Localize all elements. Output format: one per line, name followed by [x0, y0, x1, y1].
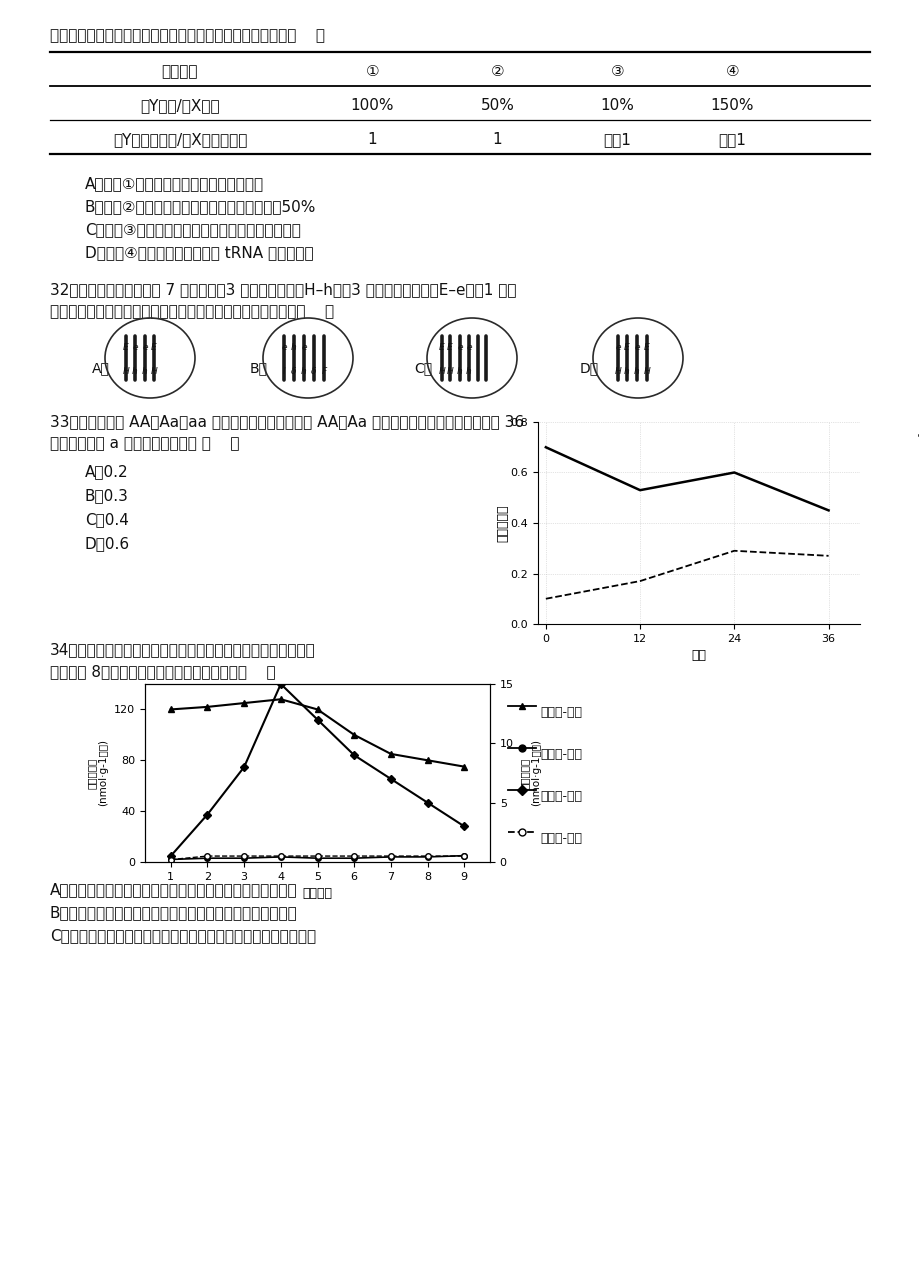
Text: A．0.2: A．0.2 — [85, 464, 129, 479]
AA — [728, 543, 739, 558]
Text: A．状况①一定是因为氨基酸序列没有变化: A．状况①一定是因为氨基酸序列没有变化 — [85, 176, 264, 191]
Text: B．0.3: B．0.3 — [85, 488, 129, 503]
Text: 酶Y活性/酶X活性: 酶Y活性/酶X活性 — [140, 98, 220, 113]
Text: E: E — [623, 344, 630, 353]
Text: H: H — [643, 367, 650, 377]
Text: h: h — [301, 367, 307, 377]
Text: B．: B． — [250, 361, 267, 375]
Text: 脱落酸-干旱: 脱落酸-干旱 — [539, 707, 582, 720]
Text: ③: ③ — [610, 65, 624, 79]
Text: H: H — [614, 367, 620, 377]
Text: F: F — [321, 367, 326, 377]
Text: δ: δ — [311, 367, 316, 377]
Text: e: e — [301, 344, 306, 353]
Text: 脱落酸-对照: 脱落酸-对照 — [539, 749, 582, 762]
Text: e: e — [633, 344, 639, 353]
Text: ④: ④ — [725, 65, 739, 79]
X-axis label: 月数: 月数 — [691, 650, 706, 662]
AA — [823, 548, 834, 563]
Text: h: h — [457, 367, 462, 377]
Text: 32．假设一对夫妇生育的 7 个儿子中，3 个患有血友病（H–h），3 个患有红绿色盲（E–e），1 个正: 32．假设一对夫妇生育的 7 个儿子中，3 个患有血友病（H–h），3 个患有红… — [50, 282, 516, 297]
Text: 150%: 150% — [710, 98, 754, 113]
Text: h: h — [290, 344, 297, 353]
Line: Aa: Aa — [545, 447, 828, 511]
Text: 34．某小组研究干旱对玉米叶片内生长素和脱落酸浓度的影响，: 34．某小组研究干旱对玉米叶片内生长素和脱落酸浓度的影响， — [50, 642, 315, 657]
Text: e: e — [281, 344, 287, 353]
Text: e: e — [132, 344, 138, 353]
Text: e: e — [142, 344, 148, 353]
Text: δ: δ — [291, 367, 297, 377]
Text: D．: D． — [579, 361, 598, 375]
Aa — [634, 483, 645, 498]
Text: H: H — [446, 367, 453, 377]
Text: A．干旱对玉米叶片中的脱落酸影响远远大于对生长素的影响: A．干旱对玉米叶片中的脱落酸影响远远大于对生长素的影响 — [50, 882, 298, 897]
Text: E: E — [438, 344, 445, 353]
Text: h: h — [623, 367, 630, 377]
Text: 100%: 100% — [350, 98, 394, 113]
Text: H: H — [438, 367, 445, 377]
Text: E: E — [123, 344, 129, 353]
Text: 生长素-干旱: 生长素-干旱 — [539, 790, 582, 804]
Text: 1: 1 — [368, 132, 377, 148]
Text: 个月时，基因 a 在种群中的频率为 （    ）: 个月时，基因 a 在种群中的频率为 （ ） — [50, 436, 239, 451]
AA — [634, 573, 645, 589]
X-axis label: 采样天数: 采样天数 — [302, 887, 332, 901]
Y-axis label: 基因型频率: 基因型频率 — [495, 505, 508, 541]
AA — [539, 591, 550, 606]
Text: E: E — [151, 344, 157, 353]
Y-axis label: 生长素浓度
(nmol·g-1鲜重): 生长素浓度 (nmol·g-1鲜重) — [518, 739, 540, 806]
Text: E: E — [643, 344, 649, 353]
Aa — [823, 503, 834, 519]
Text: 比较指标: 比较指标 — [162, 65, 198, 79]
Y-axis label: 脱落酸浓度
(nmol·g-1鲜重): 脱落酸浓度 (nmol·g-1鲜重) — [87, 739, 108, 806]
Text: 数据见图 8，据图分析可以得出的初步结论是（    ）: 数据见图 8，据图分析可以得出的初步结论是（ ） — [50, 664, 276, 679]
Text: C．: C． — [414, 361, 432, 375]
Text: 常。下列示意图所代表的细胞中，最有可能来自孩子母亲的是（    ）: 常。下列示意图所代表的细胞中，最有可能来自孩子母亲的是（ ） — [50, 304, 334, 318]
Text: e: e — [457, 344, 462, 353]
Text: e: e — [466, 344, 471, 353]
Text: 50%: 50% — [480, 98, 514, 113]
Aa — [728, 465, 739, 480]
Text: 生长素-对照: 生长素-对照 — [539, 832, 582, 846]
Text: 1: 1 — [493, 132, 502, 148]
Text: E: E — [447, 344, 452, 353]
Text: h: h — [633, 367, 640, 377]
Text: 33．某种群中有 AA、Aa、aa 三种基因型的个体，其中 AA、Aa 所占比例随时间的变化如图，第 36: 33．某种群中有 AA、Aa、aa 三种基因型的个体，其中 AA、Aa 所占比例… — [50, 414, 524, 429]
Text: h: h — [132, 367, 138, 377]
Line: AA: AA — [545, 550, 828, 599]
Text: I: I — [282, 367, 285, 377]
Text: D．状况④可能是因为突变导致 tRNA 的种类增加: D．状况④可能是因为突变导致 tRNA 的种类增加 — [85, 245, 313, 260]
Text: B．状况②一定是因为氨基酸间的肽键数减少了50%: B．状况②一定是因为氨基酸间的肽键数减少了50% — [85, 199, 316, 214]
Text: ①: ① — [365, 65, 379, 79]
Legend: Aa, AA: Aa, AA — [913, 424, 919, 466]
Text: D．0.6: D．0.6 — [85, 536, 130, 550]
Text: e: e — [615, 344, 620, 353]
Text: C．0.4: C．0.4 — [85, 512, 129, 527]
Text: A．: A． — [92, 361, 109, 375]
Text: h: h — [466, 367, 471, 377]
Text: H: H — [151, 367, 157, 377]
Text: ②: ② — [490, 65, 504, 79]
Text: 小于1: 小于1 — [603, 132, 630, 148]
Text: 酶Y氨基酸数目/酶X氨基酸数目: 酶Y氨基酸数目/酶X氨基酸数目 — [113, 132, 247, 148]
Text: B．干旱对玉米叶片中的生长素影响远远大于对脱落酸的影响: B．干旱对玉米叶片中的生长素影响远远大于对脱落酸的影响 — [50, 905, 298, 920]
Aa — [539, 440, 550, 455]
Text: 能出现的四种状况，对这四种状况出现的原因判断正确的是（    ）: 能出现的四种状况，对这四种状况出现的原因判断正确的是（ ） — [50, 28, 324, 43]
Text: C．随着干旱时间延长，玉米叶片内的生长素浓度减少量越来越多: C．随着干旱时间延长，玉米叶片内的生长素浓度减少量越来越多 — [50, 927, 316, 943]
Text: H: H — [122, 367, 130, 377]
Text: h: h — [142, 367, 148, 377]
Text: 10%: 10% — [600, 98, 634, 113]
Text: 大于1: 大于1 — [718, 132, 745, 148]
Text: C．状况③可能是因为突变导致了终止密码位置变化: C．状况③可能是因为突变导致了终止密码位置变化 — [85, 222, 301, 237]
